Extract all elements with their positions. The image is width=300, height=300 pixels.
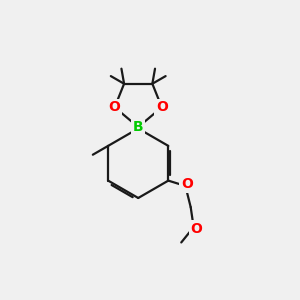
Text: O: O: [156, 100, 168, 114]
Text: B: B: [133, 120, 143, 134]
Text: O: O: [190, 222, 202, 236]
Text: O: O: [181, 177, 193, 191]
Text: O: O: [109, 100, 121, 114]
